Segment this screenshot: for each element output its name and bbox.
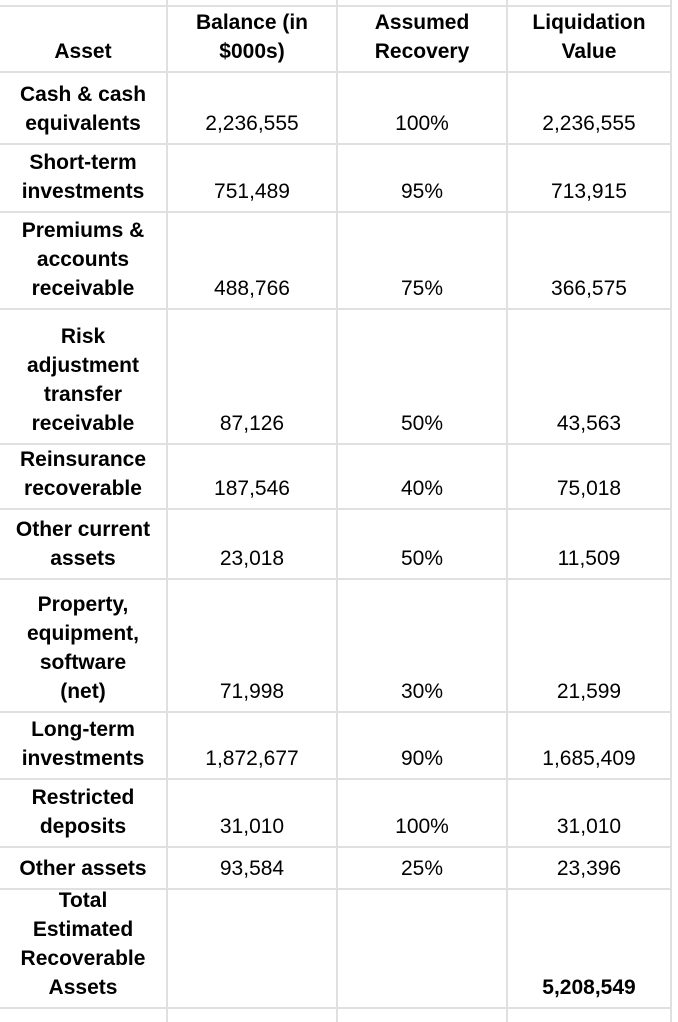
cell-asset[interactable]: Other assets <box>0 848 168 890</box>
cell-recovery[interactable]: 90% <box>338 713 508 780</box>
partial-cell <box>168 0 338 7</box>
partial-cell <box>0 0 168 7</box>
partial-cell <box>168 1009 338 1022</box>
cell-liquidation[interactable]: 2,236,555 <box>508 73 672 145</box>
cell-balance[interactable]: 87,126 <box>168 310 338 445</box>
cell-asset[interactable]: Short-term investments <box>0 145 168 213</box>
cell-balance[interactable] <box>168 890 338 1009</box>
cell-asset[interactable]: Reinsurance recoverable <box>0 445 168 510</box>
cell-recovery[interactable]: 25% <box>338 848 508 890</box>
cell-balance[interactable]: 751,489 <box>168 145 338 213</box>
cell-asset-total[interactable]: Total Estimated Recoverable Assets <box>0 890 168 1009</box>
partial-cell <box>338 0 508 7</box>
partial-cell <box>338 1009 508 1022</box>
cell-asset[interactable]: Restricted deposits <box>0 780 168 848</box>
cell-balance[interactable]: 187,546 <box>168 445 338 510</box>
cell-liquidation[interactable]: 713,915 <box>508 145 672 213</box>
cell-recovery[interactable]: 30% <box>338 580 508 713</box>
partial-cell <box>0 1009 168 1022</box>
cell-liquidation-total[interactable]: 5,208,549 <box>508 890 672 1009</box>
cell-balance[interactable]: 71,998 <box>168 580 338 713</box>
cell-liquidation[interactable]: 11,509 <box>508 510 672 580</box>
cell-asset[interactable]: Risk adjustment transfer receivable <box>0 310 168 445</box>
cell-asset[interactable]: Property, equipment, software (net) <box>0 580 168 713</box>
cell-recovery[interactable]: 100% <box>338 780 508 848</box>
header-cell-balance[interactable]: Balance (in $000s) <box>168 5 338 73</box>
cell-liquidation[interactable]: 43,563 <box>508 310 672 445</box>
cell-asset[interactable]: Premiums & accounts receivable <box>0 213 168 310</box>
cell-liquidation[interactable]: 23,396 <box>508 848 672 890</box>
header-cell-asset[interactable]: Asset <box>0 5 168 73</box>
cell-liquidation[interactable]: 75,018 <box>508 445 672 510</box>
cell-liquidation[interactable]: 1,685,409 <box>508 713 672 780</box>
cell-balance[interactable]: 1,872,677 <box>168 713 338 780</box>
cell-recovery[interactable]: 95% <box>338 145 508 213</box>
cell-asset[interactable]: Cash & cash equivalents <box>0 73 168 145</box>
cell-balance[interactable]: 23,018 <box>168 510 338 580</box>
cell-liquidation[interactable]: 21,599 <box>508 580 672 713</box>
cell-balance[interactable]: 93,584 <box>168 848 338 890</box>
cell-recovery[interactable]: 75% <box>338 213 508 310</box>
cell-recovery[interactable]: 50% <box>338 510 508 580</box>
header-cell-recovery[interactable]: Assumed Recovery <box>338 5 508 73</box>
cell-asset[interactable]: Long-term investments <box>0 713 168 780</box>
cell-recovery[interactable]: 50% <box>338 310 508 445</box>
cell-recovery[interactable] <box>338 890 508 1009</box>
cell-balance[interactable]: 31,010 <box>168 780 338 848</box>
partial-cell <box>508 0 672 7</box>
cell-balance[interactable]: 488,766 <box>168 213 338 310</box>
partial-cell <box>508 1009 672 1022</box>
cell-balance[interactable]: 2,236,555 <box>168 73 338 145</box>
header-cell-liquidation[interactable]: Liquidation Value <box>508 5 672 73</box>
cell-recovery[interactable]: 40% <box>338 445 508 510</box>
cell-liquidation[interactable]: 366,575 <box>508 213 672 310</box>
cell-liquidation[interactable]: 31,010 <box>508 780 672 848</box>
cell-asset[interactable]: Other current assets <box>0 510 168 580</box>
cell-recovery[interactable]: 100% <box>338 73 508 145</box>
